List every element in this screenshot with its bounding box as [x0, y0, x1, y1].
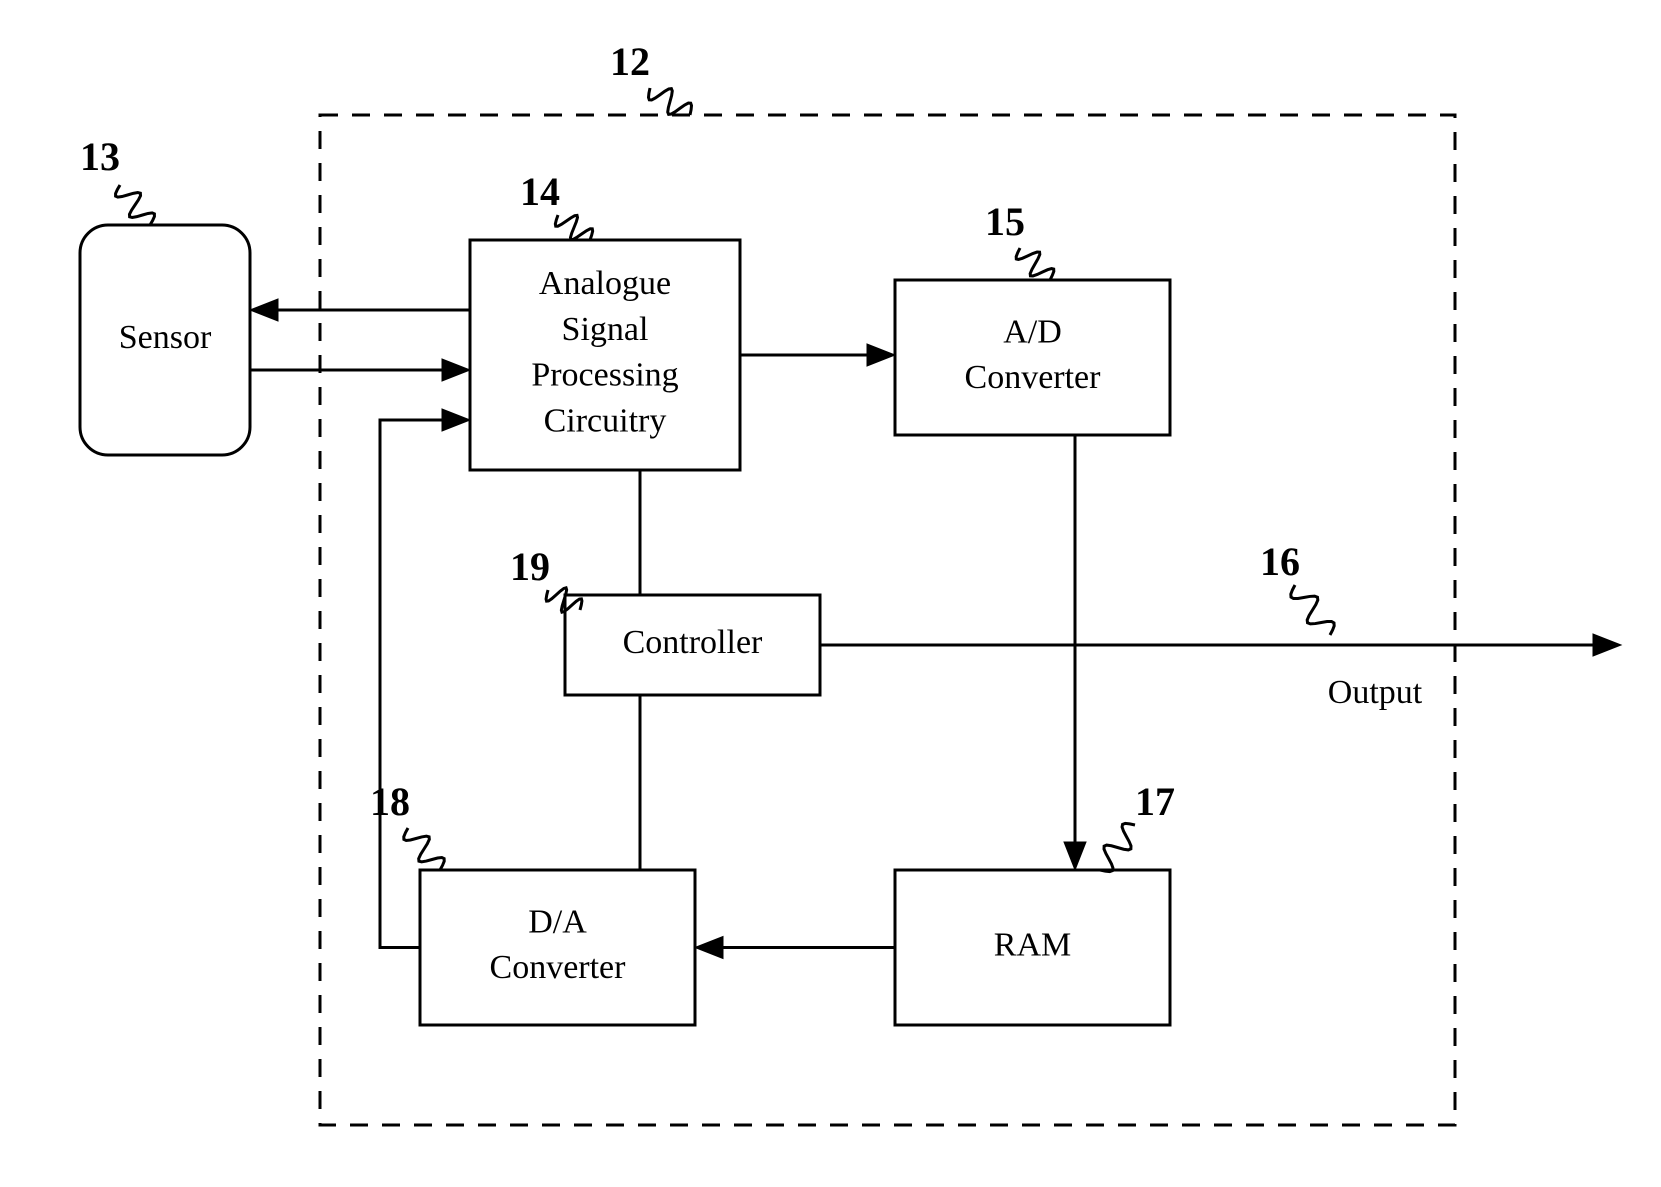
ram-box: RAM [895, 870, 1170, 1025]
ref-19: 19 [510, 544, 550, 589]
adc-box: A/D Converter [895, 280, 1170, 435]
sensor-box-label-0: Sensor [119, 319, 212, 356]
aspc-box-label-0: Analogue [539, 265, 671, 302]
ref-15: 15 [985, 199, 1025, 244]
aspc-box: Analogue Signal Processing Circuitry [470, 240, 740, 470]
ram-box-label-0: RAM [994, 926, 1071, 963]
aspc-box-label-3: Circuitry [544, 403, 667, 440]
controller-box-label-0: Controller [623, 624, 763, 661]
sensor-box: Sensor [80, 225, 250, 455]
dac-box-label-0: D/A [528, 903, 587, 940]
ref-12: 12 [610, 39, 650, 84]
ref-18: 18 [370, 779, 410, 824]
controller-box: Controller [565, 595, 820, 695]
adc-box-label-0: A/D [1003, 313, 1062, 350]
ref-14: 14 [520, 169, 560, 214]
output-label: Output [1328, 674, 1423, 711]
ref-17: 17 [1135, 779, 1175, 824]
aspc-box-label-2: Processing [531, 357, 678, 394]
dac-box-label-1: Converter [490, 949, 627, 986]
adc-box-label-1: Converter [965, 359, 1102, 396]
aspc-box-label-1: Signal [562, 311, 649, 348]
ref-16: 16 [1260, 539, 1300, 584]
dac-box: D/A Converter [420, 870, 695, 1025]
ref-13: 13 [80, 134, 120, 179]
